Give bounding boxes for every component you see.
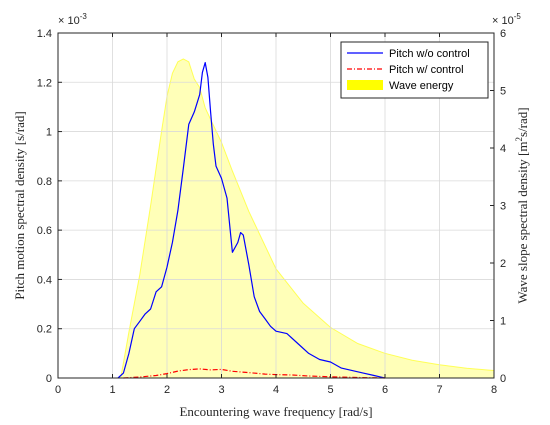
- left-tick-label: 1.2: [37, 77, 52, 89]
- legend-label-wave-energy: Wave energy: [389, 80, 454, 92]
- x-tick-label: 4: [273, 384, 279, 396]
- right-y-axis-title: Wave slope spectral density [m2s/rad]: [514, 107, 530, 303]
- wave-energy-outline: [120, 58, 495, 379]
- x-axis-title: Encountering wave frequency [rad/s]: [179, 404, 372, 419]
- wave-energy-area-layer: [120, 58, 495, 379]
- left-tick-label: 0.2: [37, 324, 52, 336]
- left-y-axis-title: Pitch motion spectral density [s/rad]: [12, 111, 27, 299]
- right-tick-label: 4: [500, 143, 506, 155]
- right-axis-multiplier: × 10-5: [492, 12, 521, 27]
- x-tick-label: 7: [436, 384, 442, 396]
- x-tick-label: 6: [382, 384, 388, 396]
- left-tick-label: 1.4: [37, 28, 52, 40]
- right-tick-label: 3: [500, 201, 506, 213]
- left-tick-label: 0.6: [37, 225, 52, 237]
- x-tick-label: 3: [218, 384, 224, 396]
- x-tick-label: 5: [327, 384, 333, 396]
- right-tick-label: 5: [500, 86, 506, 98]
- right-tick-label: 0: [500, 373, 506, 385]
- wave-energy-area: [120, 58, 494, 379]
- legend-swatch-wave-energy: [347, 80, 383, 90]
- series-lines-layer: [117, 62, 386, 379]
- x-tick-label: 2: [164, 384, 170, 396]
- right-tick-label: 6: [500, 28, 506, 40]
- pitch-with-control-line: [123, 368, 386, 379]
- left-axis-multiplier: × 10-3: [58, 12, 87, 27]
- x-tick-label: 1: [109, 384, 115, 396]
- x-tick-label: 0: [55, 384, 61, 396]
- left-tick-label: 0: [46, 373, 52, 385]
- left-tick-label: 0.4: [37, 274, 52, 286]
- right-tick-label: 2: [500, 258, 506, 270]
- legend-label-pitch-with-control: Pitch w/ control: [389, 64, 464, 76]
- x-tick-label: 8: [491, 384, 497, 396]
- legend: Pitch w/o control Pitch w/ control Wave …: [340, 41, 489, 99]
- right-tick-label: 1: [500, 316, 506, 328]
- pitch-without-control-line: [117, 62, 386, 379]
- left-tick-label: 0.8: [37, 176, 52, 188]
- left-tick-label: 1: [46, 127, 52, 139]
- legend-label-pitch-without-control: Pitch w/o control: [389, 48, 470, 60]
